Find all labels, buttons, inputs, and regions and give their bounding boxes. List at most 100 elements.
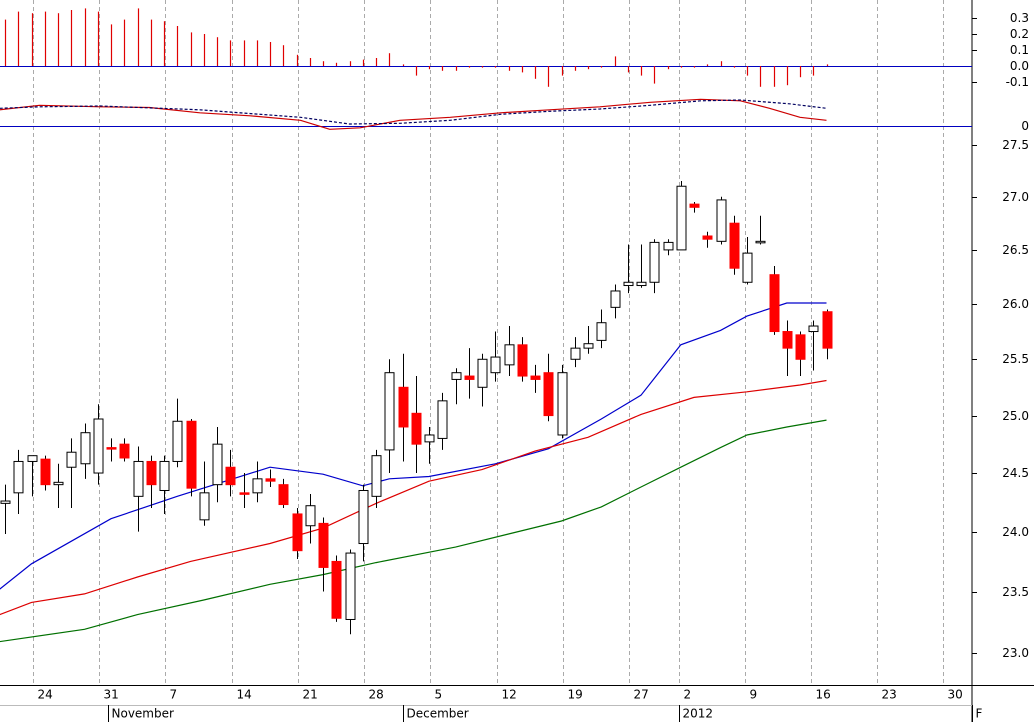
candle-body-up bbox=[27, 455, 38, 462]
candle-body-down bbox=[782, 331, 793, 349]
candle-body-up bbox=[490, 356, 501, 374]
candle-body-up bbox=[570, 347, 581, 360]
candle-body-up bbox=[358, 489, 369, 545]
x-tick-label: 19 bbox=[568, 688, 583, 702]
candle-body-up bbox=[623, 281, 634, 287]
x-tick-label: 12 bbox=[502, 688, 517, 702]
candle-body-down bbox=[543, 372, 554, 417]
y-tick-label: 25.5 bbox=[1002, 352, 1029, 366]
candle-body-up bbox=[371, 455, 382, 497]
candle-body-up bbox=[0, 500, 11, 504]
candle-body-down bbox=[795, 334, 806, 360]
candle-body-down bbox=[689, 203, 700, 208]
candle-body-up bbox=[636, 281, 647, 287]
candle-body-down bbox=[40, 458, 51, 486]
x-tick-label: 31 bbox=[104, 688, 119, 702]
y-tick-label: 23.0 bbox=[1002, 646, 1029, 660]
candle-body-down bbox=[119, 443, 130, 459]
candle-body-down bbox=[411, 412, 422, 445]
y-tick-label: 24.5 bbox=[1002, 466, 1029, 480]
x-tick-label: 24 bbox=[38, 688, 53, 702]
candle-body-up bbox=[716, 199, 727, 242]
candle-body-up bbox=[133, 460, 144, 497]
y-tick-label: 0 bbox=[1021, 119, 1029, 133]
candle-body-down bbox=[517, 344, 528, 377]
x-tick-label: 27 bbox=[634, 688, 649, 702]
candle-body-down bbox=[822, 311, 833, 349]
y-tick-label: 26.0 bbox=[1002, 297, 1029, 311]
moving-average bbox=[0, 419, 827, 643]
candle-body-up bbox=[742, 252, 753, 283]
moving-average bbox=[0, 302, 827, 590]
x-tick-label: 14 bbox=[237, 688, 252, 702]
month-label: F bbox=[976, 707, 983, 721]
candle-body-up bbox=[93, 418, 104, 474]
candle-body-up bbox=[451, 372, 462, 380]
candle-body-up bbox=[504, 344, 515, 366]
x-tick-label: 9 bbox=[750, 688, 758, 702]
month-label: November bbox=[112, 707, 174, 721]
x-tick-label: 28 bbox=[369, 688, 384, 702]
candle-body-down bbox=[769, 274, 780, 333]
macd-line bbox=[0, 99, 827, 125]
candle-body-down bbox=[225, 466, 236, 486]
candle-body-up bbox=[437, 400, 448, 439]
candle-body-up bbox=[755, 240, 766, 244]
candle-body-down bbox=[146, 460, 157, 486]
candle-body-down bbox=[239, 492, 250, 495]
candle-body-up bbox=[252, 478, 263, 494]
x-tick-label: 5 bbox=[435, 688, 443, 702]
month-label: December bbox=[407, 707, 469, 721]
candle-body-up bbox=[53, 481, 64, 486]
candle-body-down bbox=[265, 478, 276, 482]
y-tick-label: 24.0 bbox=[1002, 525, 1029, 539]
x-tick-label: 16 bbox=[816, 688, 831, 702]
candle-body-up bbox=[199, 492, 210, 521]
candle-body-up bbox=[663, 241, 674, 251]
candle-body-up bbox=[808, 325, 819, 333]
candle-body-up bbox=[80, 432, 91, 465]
candle-body-up bbox=[477, 358, 488, 388]
y-tick-label: 27.0 bbox=[1002, 190, 1029, 204]
candle-body-up bbox=[596, 322, 607, 341]
candle-body-down bbox=[702, 235, 713, 240]
candle-body-up bbox=[676, 185, 687, 251]
candle-body-down bbox=[464, 375, 475, 380]
candle-body-up bbox=[172, 420, 183, 462]
candle-body-down bbox=[331, 560, 342, 619]
candle-body-down bbox=[278, 484, 289, 506]
candle-body-down bbox=[729, 222, 740, 269]
y-tick-label: 27.5 bbox=[1002, 138, 1029, 152]
y-tick-label: -0.1 bbox=[1006, 75, 1029, 89]
candle-body-down bbox=[292, 513, 303, 552]
moving-average bbox=[0, 379, 827, 616]
y-tick-label: 0.2 bbox=[1010, 27, 1029, 41]
x-tick-label: 2 bbox=[684, 688, 692, 702]
x-tick-label: 23 bbox=[882, 688, 897, 702]
candle-body-up bbox=[345, 552, 356, 620]
candle-body-up bbox=[557, 372, 568, 436]
candle-body-down bbox=[318, 522, 329, 568]
y-tick-label: 25.0 bbox=[1002, 409, 1029, 423]
candle-body-up bbox=[212, 443, 223, 486]
candle-body-up bbox=[610, 290, 621, 308]
x-tick-label: 7 bbox=[170, 688, 178, 702]
candle-body-up bbox=[66, 451, 77, 468]
candle-body-up bbox=[649, 241, 660, 283]
x-tick-label: 21 bbox=[303, 688, 318, 702]
candle-body-down bbox=[106, 447, 117, 450]
month-label: 2012 bbox=[683, 707, 714, 721]
y-tick-label: 0.0 bbox=[1010, 59, 1029, 73]
candle-body-up bbox=[305, 505, 316, 527]
y-tick-label: 26.5 bbox=[1002, 243, 1029, 257]
candle-body-up bbox=[424, 434, 435, 443]
candle-body-up bbox=[384, 372, 395, 451]
candle-body-down bbox=[398, 386, 409, 428]
candle-body-up bbox=[159, 460, 170, 491]
candle-body-up bbox=[13, 460, 24, 494]
candle-body-down bbox=[530, 375, 541, 380]
y-tick-label: 0.1 bbox=[1010, 43, 1029, 57]
